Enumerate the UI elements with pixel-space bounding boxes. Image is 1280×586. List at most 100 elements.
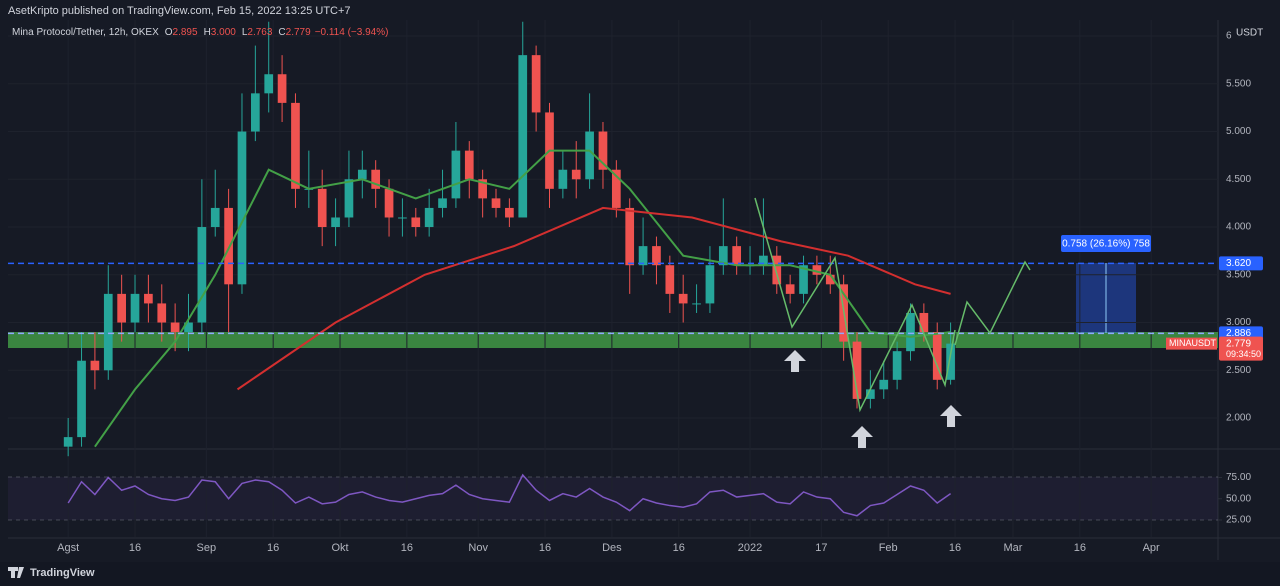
candle-body [812, 265, 822, 275]
candle-body [946, 343, 955, 380]
candle-body [117, 293, 126, 323]
brand: TradingView [30, 567, 95, 579]
candle-body [705, 265, 715, 304]
marks: Agst 16 Sep 16 Okt 16 Nov 16 Des 16 2022 17 Feb 16 Mar… [8, 20, 1263, 554]
candle-body [652, 246, 661, 266]
candle-body [251, 93, 260, 132]
candle-body [357, 169, 367, 180]
candle-body [291, 102, 300, 189]
publisher: AsetKripto published on TradingView.com,… [8, 5, 351, 17]
rsi-band [8, 477, 1218, 520]
ohlc-value: 2.779 [286, 27, 311, 38]
candle-body [638, 246, 648, 266]
x-tick-label: 16 [267, 542, 279, 554]
brand-logo [8, 567, 24, 578]
level-label: 3.620 [1226, 258, 1251, 269]
x-tick-label: Agst [57, 542, 79, 554]
candle-body [678, 293, 688, 304]
ohlc-key: H [204, 27, 211, 38]
candle-body [598, 131, 608, 170]
y-tick-label: 5.000 [1226, 126, 1251, 137]
x-tick-label: 17 [815, 542, 827, 554]
candle-body [77, 360, 86, 438]
candle-body [210, 207, 220, 228]
candle-body [531, 55, 541, 113]
y-tick-label: 4.000 [1226, 222, 1251, 233]
candle-body [277, 74, 287, 103]
ohlc: O2.895 H3.000 L2.763 C2.779 [165, 27, 311, 38]
pattern-line [754, 197, 956, 413]
x-tick-label: 16 [129, 542, 141, 554]
candle-body [772, 255, 782, 285]
ohlc-value: 2.895 [173, 27, 198, 38]
currency: USDT [1236, 28, 1263, 39]
candle-body [157, 303, 167, 323]
moving-average [94, 149, 951, 448]
candle-body [866, 389, 875, 399]
symbol-tag [1166, 337, 1217, 350]
candle-body [130, 293, 140, 323]
candle-body [665, 265, 675, 294]
candle-body [144, 293, 153, 304]
x-tick-label: Des [602, 542, 622, 554]
ohlc-value: 2.763 [247, 27, 272, 38]
candle-body [932, 332, 942, 380]
candle-body [170, 322, 180, 333]
x-tick-label: 16 [539, 542, 551, 554]
y-tick-label: 4.500 [1226, 174, 1251, 185]
candle-body [879, 379, 889, 390]
x-tick-label: 2022 [738, 542, 762, 554]
candle-body [692, 303, 701, 305]
candle-body [505, 207, 514, 218]
y-tick-label: 2.500 [1226, 365, 1251, 376]
ohlc-key: O [165, 27, 173, 38]
x-tick-label: 16 [949, 542, 961, 554]
candle-body [90, 360, 100, 371]
candle-body [491, 198, 501, 208]
candle-body [344, 179, 354, 218]
x-tick-label: 16 [401, 542, 413, 554]
candle-body [424, 207, 434, 228]
chart-title: Mina Protocol/Tether, 12h, OKEX O2.895 H3.… [12, 27, 388, 38]
candle-body [478, 179, 487, 199]
candle-body [825, 274, 835, 285]
candle-body [718, 246, 728, 266]
x-tick-label: Okt [331, 542, 348, 554]
rsi-tick-label: 75.00 [1226, 472, 1251, 483]
symbol-label: MINAUSDT [1169, 338, 1217, 348]
y-tick-label: 5.500 [1226, 78, 1251, 89]
x-tick-label: 16 [1074, 542, 1086, 554]
arrow-up [940, 405, 962, 427]
candle-body [264, 74, 274, 94]
annotations: 0.758 (26.16%) 758 [754, 197, 1151, 448]
candle-body [197, 227, 207, 323]
arrow-up [851, 426, 873, 448]
candle-body [759, 255, 768, 266]
footer-bar [0, 562, 1280, 586]
candle-body [518, 55, 528, 218]
rsi-tick-label: 25.00 [1226, 515, 1251, 526]
candle-body [451, 150, 461, 199]
measure-label: 0.758 (26.16%) 758 [1062, 239, 1150, 250]
ohlc-key: L [242, 27, 248, 38]
candle-body [625, 207, 635, 266]
candle-body [224, 207, 233, 285]
candle-body [411, 217, 421, 228]
x-tick-label: Feb [879, 542, 898, 554]
ohlc-key: C [278, 27, 285, 38]
projection-line [954, 260, 1031, 346]
candle-body [611, 169, 621, 208]
x-tick-label: Sep [197, 542, 217, 554]
symbol-title: Mina Protocol/Tether, 12h, OKEX [12, 27, 159, 38]
candle-body [571, 169, 581, 180]
arrow-up [784, 350, 806, 372]
candle-body [906, 312, 915, 352]
ohlc-value: 3.000 [211, 27, 236, 38]
rsi-line [67, 473, 952, 517]
y-tick-label: 3.500 [1226, 269, 1251, 280]
countdown: 09:34:50 [1226, 349, 1261, 359]
y-tick-label: 2.000 [1226, 413, 1251, 424]
